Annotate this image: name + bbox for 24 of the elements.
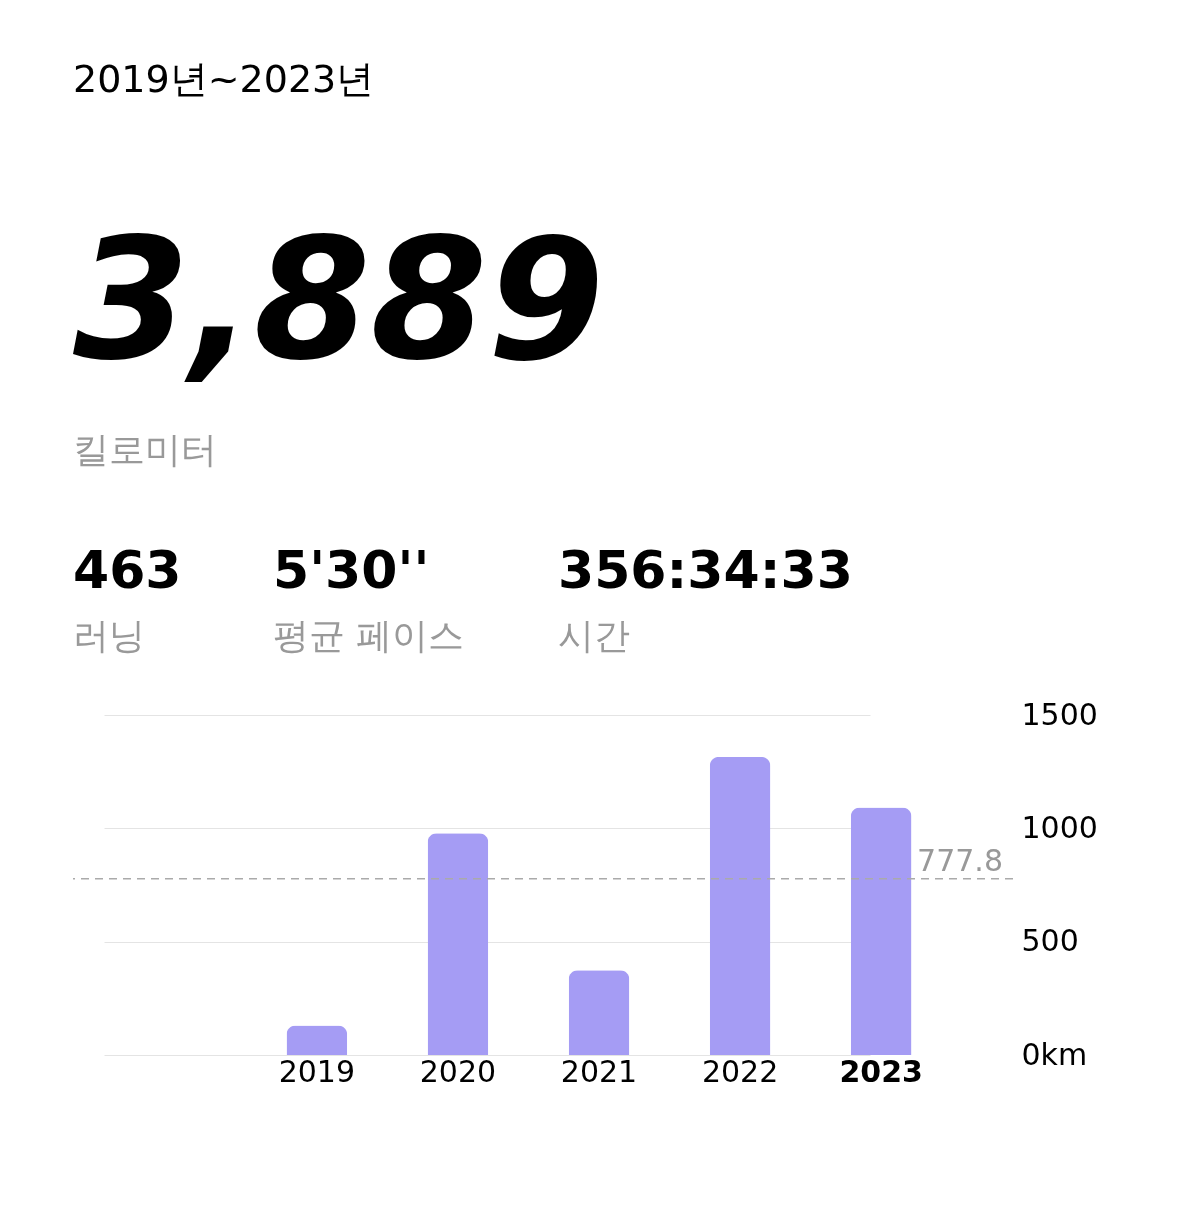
x-tick-label: 2023 — [839, 1053, 923, 1089]
text: 러닝 — [73, 615, 145, 656]
x-tick-label: 2022 — [701, 1053, 779, 1089]
text: 시간 — [558, 615, 630, 656]
bar — [850, 807, 912, 1055]
x-tick-label: 2020 — [419, 1053, 497, 1089]
chart-title: 2019년~2023년 — [73, 57, 375, 101]
y-tick-label: 500 — [1021, 923, 1079, 959]
y-tick-label: 1000 — [1021, 809, 1098, 845]
y-tick-label: 0km — [1021, 1036, 1088, 1072]
x-tick-label: 2019 — [278, 1053, 356, 1089]
bar — [568, 970, 630, 1055]
x-tick-label: 2021 — [560, 1053, 638, 1089]
text: 356:34:33 — [558, 540, 853, 600]
text: 평균 페이스 — [273, 615, 465, 656]
text: 3,889 — [73, 202, 605, 398]
y-tick-label: 1500 — [1021, 696, 1098, 732]
bar — [427, 833, 489, 1055]
text: 463 — [73, 540, 182, 600]
bar — [709, 756, 771, 1055]
text: 킬로미터 — [73, 429, 217, 470]
bar — [286, 1025, 348, 1055]
text: 5'30'' — [273, 540, 430, 600]
ref-line-label: 777.8 — [917, 842, 1003, 878]
